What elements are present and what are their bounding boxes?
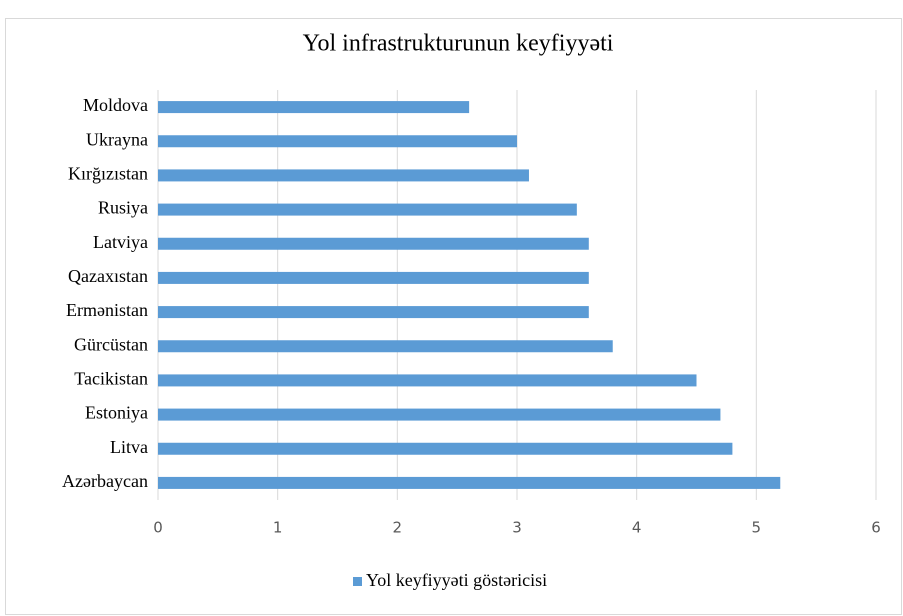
y-tick-label: Tacikistan (74, 369, 148, 389)
bar (158, 135, 517, 148)
bar (158, 237, 589, 250)
y-tick-label: Ermənistan (66, 300, 148, 320)
bar (158, 203, 577, 216)
y-tick-label: Kırğızıstan (68, 164, 148, 184)
legend-label: Yol keyfiyyəti göstəricisi (366, 570, 547, 590)
x-tick-label: 1 (273, 519, 283, 537)
x-tick-label: 2 (393, 519, 403, 537)
bar (158, 169, 529, 182)
x-tick-label: 0 (153, 519, 163, 537)
y-tick-label: Estoniya (85, 403, 148, 423)
bar (158, 101, 470, 114)
y-tick-label: Moldova (83, 95, 148, 115)
x-tick-label: 6 (871, 519, 881, 537)
bar (158, 271, 589, 284)
legend-swatch (353, 577, 362, 586)
bar (158, 442, 733, 455)
chart-title: Yol infrastrukturunun keyfiyyəti (303, 31, 614, 57)
bar (158, 476, 781, 489)
y-tick-label: Litva (110, 437, 148, 457)
y-tick-label: Rusiya (98, 198, 148, 218)
x-tick-label: 5 (752, 519, 762, 537)
bar (158, 340, 613, 353)
x-tick-label: 4 (632, 519, 642, 537)
bar (158, 306, 589, 319)
y-tick-label: Latviya (93, 232, 148, 252)
x-tick-label: 3 (512, 519, 522, 537)
y-tick-label: Qazaxıstan (68, 266, 148, 286)
y-tick-label: Azərbaycan (62, 471, 148, 491)
y-tick-label: Ukrayna (86, 129, 148, 149)
bar (158, 374, 697, 387)
bar (158, 408, 721, 421)
y-tick-label: Gürcüstan (74, 334, 148, 354)
